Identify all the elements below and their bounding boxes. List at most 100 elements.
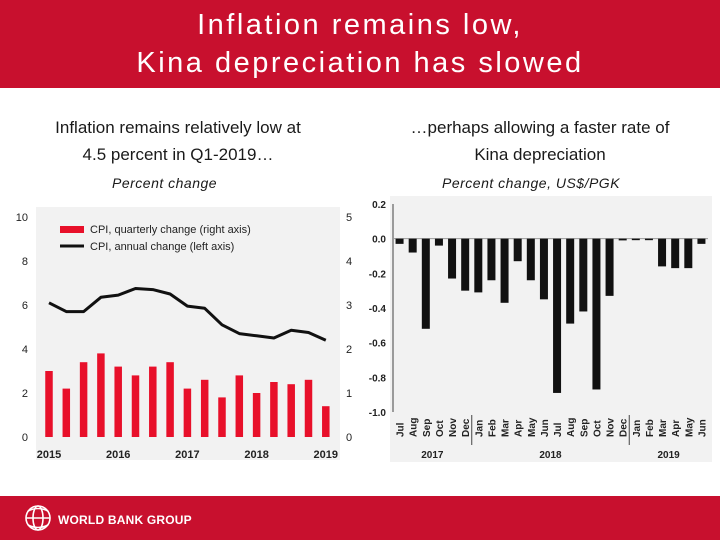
right-axis-tick-label: 1 [346,388,352,400]
depreciation-bar [553,238,562,393]
month-tick-label: Sep [579,419,590,437]
cpi-quarterly-bar [114,366,122,437]
depreciation-bar [408,238,417,253]
depreciation-bar [566,238,575,324]
month-tick-label: Jul [396,422,407,437]
y-axis-tick-label: -0.8 [369,373,387,384]
y-axis-tick-label: 0.0 [372,235,386,246]
right-axis-tick-label: 2 [346,344,352,356]
month-tick-label: Aug [409,418,420,437]
month-tick-label: Apr [514,420,525,437]
depreciation-bar [658,238,667,267]
depreciation-bar [605,238,614,296]
x-axis-year-label: 2017 [175,449,199,461]
left-axis-tick-label: 8 [22,256,28,268]
month-tick-label: Mar [658,419,669,437]
depreciation-bar [592,238,601,390]
y-axis-tick-label: -0.6 [369,339,387,350]
cpi-annual-line [48,287,327,342]
y-axis-tick-label: -1.0 [369,408,387,419]
cpi-quarterly-bar [97,353,105,437]
month-tick-label: Jul [553,422,564,437]
x-axis-year-label: 2019 [314,449,338,461]
left-axis-tick-label: 6 [22,300,28,312]
cpi-quarterly-bar [304,379,313,437]
month-tick-label: May [684,417,695,437]
month-tick-label: Jan [632,420,643,437]
depreciation-bar [631,238,640,241]
month-tick-label: Mar [501,419,512,437]
cpi-quarterly-bar [183,388,192,437]
depreciation-bar [697,238,706,244]
right-axis-tick-label: 0 [346,432,352,444]
right-chart-title: …perhaps allowing a faster rate of Kina … [370,114,710,168]
month-tick-label: May [527,417,538,437]
cpi-quarterly-bar [252,393,261,437]
depreciation-bar [474,238,483,293]
month-tick-label: Jun [540,419,551,437]
depreciation-bar [421,238,430,329]
depreciation-bar [500,238,509,303]
x-axis-year-label: 2016 [106,449,130,461]
slide-title-line2: Kina depreciation has slowed [136,47,584,79]
month-tick-label: Feb [487,419,498,437]
cpi-quarterly-bar [62,388,71,437]
depreciation-bar [618,238,627,241]
depreciation-bar [487,238,496,281]
depreciation-bar [539,238,548,300]
month-tick-label: Dec [461,418,472,437]
footer-bar [0,496,720,540]
depreciation-bar [395,238,404,244]
depreciation-bar [461,238,470,291]
right-axis-tick-label: 4 [346,256,352,268]
cpi-quarterly-bar [270,382,278,437]
depreciation-bar [671,238,680,269]
year-label: 2019 [658,450,681,461]
month-tick-label: Nov [606,418,617,437]
left-chart-title: Inflation remains relatively low at 4.5 … [8,114,348,168]
cpi-quarterly-bar [322,406,330,437]
depreciation-bar [644,238,653,241]
depreciation-bar [434,238,443,246]
cpi-quarterly-bar [200,379,209,437]
month-tick-label: Sep [422,419,433,437]
month-tick-label: Feb [645,419,656,437]
y-axis-tick-label: -0.2 [369,269,387,280]
legend-label-quarterly: CPI, quarterly change (right axis) [90,224,251,236]
cpi-quarterly-bar [166,362,174,437]
depreciation-bar [579,238,588,312]
left-chart-title-line2: 4.5 percent in Q1-2019… [82,145,274,164]
depreciation-bar [526,238,535,281]
month-tick-label: Apr [671,420,682,437]
cpi-quarterly-bar [79,362,88,437]
month-tick-label: Nov [448,418,459,437]
year-label: 2017 [421,450,444,461]
month-tick-label: Jun [697,419,708,437]
month-tick-label: Oct [592,420,603,437]
y-axis-tick-label: -0.4 [369,304,387,315]
legend-swatch-quarterly [60,226,84,233]
cpi-quarterly-bar [149,366,157,437]
cpi-quarterly-bar [235,375,244,437]
right-axis-tick-label: 5 [346,212,352,224]
right-chart-title-line2: Kina depreciation [474,145,606,164]
cpi-quarterly-bar [45,371,53,437]
left-axis-tick-label: 4 [22,344,28,356]
depreciation-bar [448,238,457,279]
x-axis-year-label: 2018 [244,449,268,461]
left-chart: 0 2 4 6 8 10 0 1 2 3 4 5 2015 2016 2017 2018 2019 CPI, qu… [16,212,352,461]
month-tick-label: Dec [619,418,630,437]
x-axis-year-label: 2015 [37,449,61,461]
left-chart-title-line1: Inflation remains relatively low at [55,118,301,137]
left-axis-tick-label: 2 [22,388,28,400]
left-chart-subtitle: Percent change [112,175,218,191]
month-tick-label: Jan [474,420,485,437]
month-tick-label: Aug [566,418,577,437]
legend-label-annual: CPI, annual change (left axis) [90,241,234,253]
right-chart-title-line1: …perhaps allowing a faster rate of [410,118,670,137]
depreciation-bar [684,238,693,269]
month-tick-label: Oct [435,420,446,437]
y-axis-tick-label: 0.2 [372,200,386,211]
